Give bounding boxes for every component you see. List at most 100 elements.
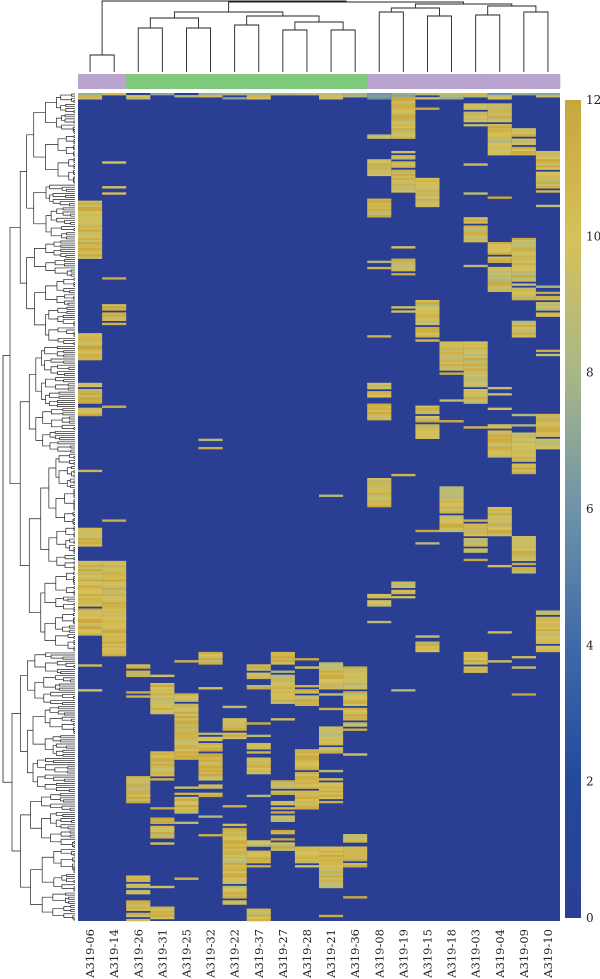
row-dendrogram-link [55, 787, 75, 791]
heatmap-cell [126, 900, 151, 903]
heatmap-cell [270, 689, 295, 692]
heatmap-cell [391, 591, 416, 595]
heatmap-cell [511, 275, 536, 278]
heatmap-cell [343, 668, 368, 671]
heatmap-cell [319, 736, 344, 740]
heatmap-cell [150, 825, 175, 829]
heatmap-cell [174, 695, 199, 698]
heatmap-cell [415, 424, 440, 427]
row-dendrogram-link [60, 739, 75, 743]
row-dendrogram-link [19, 401, 30, 566]
heatmap-cell [126, 883, 151, 887]
row-dendrogram-link [71, 820, 75, 824]
heatmap-cell [174, 757, 199, 760]
row-dendrogram-link [52, 736, 61, 742]
heatmap-cell [102, 600, 127, 603]
colorbar-gradient [565, 100, 581, 918]
heatmap-cell [319, 858, 344, 862]
heatmap-cell [150, 817, 175, 820]
row-dendrogram-link [56, 346, 75, 349]
heatmap-cell [102, 314, 127, 317]
heatmap-cell [415, 194, 440, 197]
heatmap-cell [487, 432, 512, 435]
dendrogram-link [228, 1, 465, 12]
heatmap-cell [102, 596, 127, 599]
heatmap-cell [78, 219, 103, 222]
row-dendrogram-link [71, 471, 74, 477]
row-dendrogram-link [26, 134, 34, 209]
heatmap-cell [319, 662, 344, 665]
heatmap-cell [367, 171, 392, 175]
row-dendrogram-link [63, 360, 75, 364]
heatmap-cell [439, 494, 464, 497]
heatmap-cell [102, 639, 127, 642]
heatmap-cell [415, 641, 440, 644]
heatmap-cell [198, 738, 223, 742]
heatmap-cell [294, 697, 319, 700]
heatmap-cell [535, 415, 560, 419]
heatmap-cell [78, 233, 103, 237]
heatmap-cell [367, 204, 392, 208]
heatmap-cell [222, 854, 247, 858]
heatmap-cell [319, 672, 344, 675]
heatmap-cell [463, 355, 488, 359]
row-dendrogram-link [63, 278, 74, 285]
row-dendrogram-link [55, 617, 63, 630]
heatmap-cell [78, 227, 103, 230]
heatmap-cell [367, 486, 392, 489]
heatmap-cell [511, 289, 536, 293]
heatmap-cell [487, 140, 512, 143]
heatmap-cell [439, 95, 464, 98]
heatmap-cell [126, 670, 151, 673]
row-dendrogram-link [42, 411, 52, 424]
column-label: A319-31 [155, 929, 169, 979]
row-dendrogram-link [61, 233, 67, 239]
row-dendrogram-link [73, 646, 75, 650]
heatmap-cell [78, 633, 103, 636]
row-dendrogram-link [64, 778, 75, 782]
heatmap-cell [463, 95, 488, 98]
heatmap-cell [126, 918, 151, 922]
heatmap-cell [415, 196, 440, 199]
heatmap-cell [126, 778, 151, 781]
heatmap-cell [391, 126, 416, 129]
heatmap-cell [367, 403, 392, 406]
heatmap-cell [391, 186, 416, 189]
heatmap-cell [343, 678, 368, 682]
row-dendrogram-link [73, 640, 75, 644]
row-dendrogram-link [45, 262, 56, 271]
row-dendrogram-link [60, 859, 73, 868]
heatmap-cell [150, 912, 175, 916]
heatmap-cell [535, 184, 560, 187]
column-label: A319-26 [131, 929, 145, 979]
heatmap-cell [270, 662, 295, 665]
heatmap-cell [78, 215, 103, 218]
heatmap-cell [535, 314, 560, 317]
heatmap-cell [78, 622, 103, 626]
group-bar-cell [294, 74, 320, 89]
heatmap-cell [78, 248, 103, 251]
heatmap-cell [78, 585, 103, 589]
row-dendrogram-link [73, 665, 75, 668]
heatmap-cell [270, 786, 295, 789]
dendrogram-link [378, 11, 404, 72]
heatmap-cell [415, 405, 440, 408]
row-dendrogram-link [62, 749, 75, 753]
row-dendrogram-link [52, 908, 64, 916]
heatmap-cell [439, 372, 464, 375]
row-dendrogram-link [70, 269, 75, 273]
heatmap-cell [222, 860, 247, 864]
row-dendrogram-link [73, 532, 75, 536]
heatmap-cell [270, 656, 295, 659]
heatmap-cell [511, 453, 536, 456]
heatmap-cell [319, 860, 344, 864]
heatmap-cell [150, 693, 175, 696]
row-dendrogram-link [48, 310, 58, 320]
heatmap-cell [487, 446, 512, 450]
heatmap-cell [78, 689, 103, 692]
row-dendrogram-link [60, 797, 75, 802]
heatmap-cell [78, 577, 103, 580]
heatmap-cell [102, 593, 127, 597]
row-dendrogram-link [73, 151, 75, 156]
row-dendrogram-link [62, 408, 75, 412]
